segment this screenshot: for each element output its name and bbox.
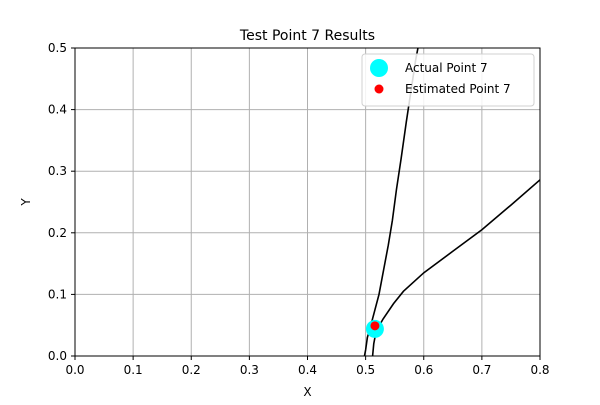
legend-marker-estimated [374, 84, 384, 94]
y-tick-label: 0.2 [48, 226, 67, 240]
x-tick-label: 0.3 [240, 363, 259, 377]
y-tick-label: 0.5 [48, 41, 67, 55]
chart-title: Test Point 7 Results [239, 28, 375, 44]
tick-layer: 0.0 0.1 0.2 0.3 0.4 0.5 0.6 0.7 0.8 0.0 0.1 0.2 0.3 0… [48, 41, 550, 377]
y-tick-label: 0.0 [48, 349, 67, 363]
x-axis-label: X [303, 385, 311, 399]
y-axis-label: Y [19, 198, 33, 207]
y-tick-label: 0.3 [48, 164, 67, 178]
x-tick-label: 0.5 [356, 363, 375, 377]
y-tick-label: 0.1 [48, 287, 67, 301]
legend: Actual Point 7 Estimated Point 7 [361, 53, 535, 107]
x-tick-label: 0.1 [124, 363, 143, 377]
x-tick-label: 0.4 [298, 363, 317, 377]
legend-box [361, 53, 535, 107]
legend-marker-actual [370, 59, 388, 77]
legend-label-actual: Actual Point 7 [405, 61, 488, 75]
x-tick-label: 0.8 [530, 363, 549, 377]
point-layer [365, 319, 384, 338]
legend-label-estimated: Estimated Point 7 [405, 82, 511, 96]
x-tick-label: 0.7 [472, 363, 491, 377]
x-tick-label: 0.0 [65, 363, 84, 377]
estimated-point-marker [370, 321, 380, 331]
x-tick-label: 0.6 [414, 363, 433, 377]
x-tick-label: 0.2 [182, 363, 201, 377]
y-tick-label: 0.4 [48, 103, 67, 117]
